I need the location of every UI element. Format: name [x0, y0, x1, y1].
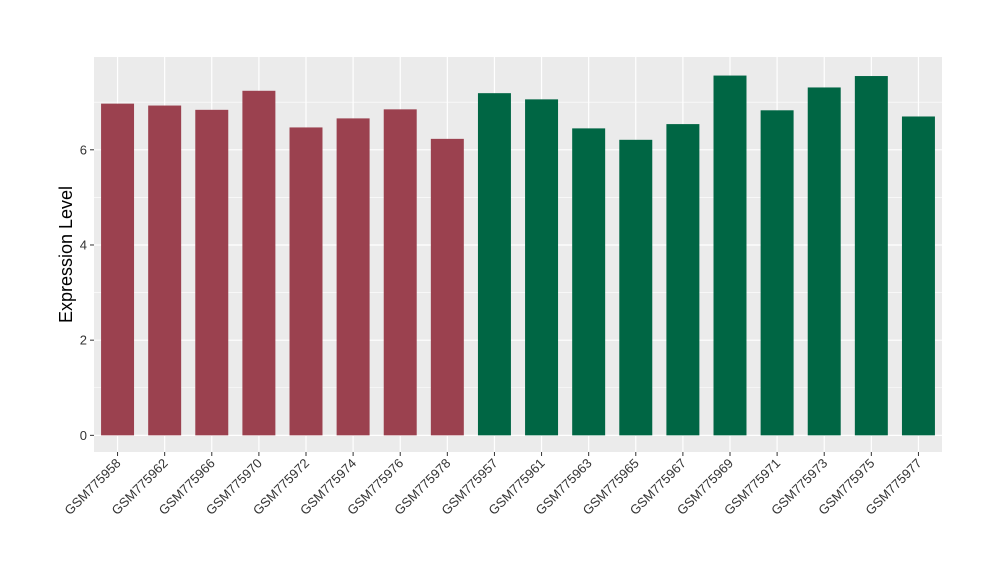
bar-GSM775963 [572, 128, 606, 436]
bars [101, 75, 935, 436]
y-axis: 0 2 4 6 [80, 142, 94, 443]
y-tick-label: 2 [80, 333, 87, 348]
y-tick-label: 6 [80, 142, 87, 157]
y-tick-label: 0 [80, 428, 87, 443]
bar-GSM775967 [666, 124, 700, 436]
x-axis: GSM775958GSM775962GSM775966GSM775970GSM7… [61, 452, 925, 518]
y-axis-title: Expression Level [56, 186, 76, 323]
bar-GSM775975 [854, 76, 888, 436]
bar-GSM775973 [807, 87, 841, 436]
bar-GSM775962 [148, 105, 182, 436]
bar-GSM775958 [101, 103, 135, 436]
plot-panel [94, 57, 942, 452]
bar-GSM775971 [760, 110, 794, 436]
bar-GSM775970 [242, 90, 276, 436]
bar-GSM775976 [383, 109, 417, 436]
bar-GSM775969 [713, 75, 747, 436]
bar-GSM775972 [289, 127, 323, 436]
bar-GSM775977 [901, 116, 935, 436]
bar-GSM775978 [430, 138, 464, 436]
y-tick-label: 4 [80, 237, 87, 252]
bar-GSM775965 [619, 139, 653, 436]
bar-GSM775961 [525, 99, 559, 436]
bar-GSM775974 [336, 118, 370, 436]
bar-GSM775957 [477, 93, 511, 436]
bar-GSM775966 [195, 109, 229, 436]
